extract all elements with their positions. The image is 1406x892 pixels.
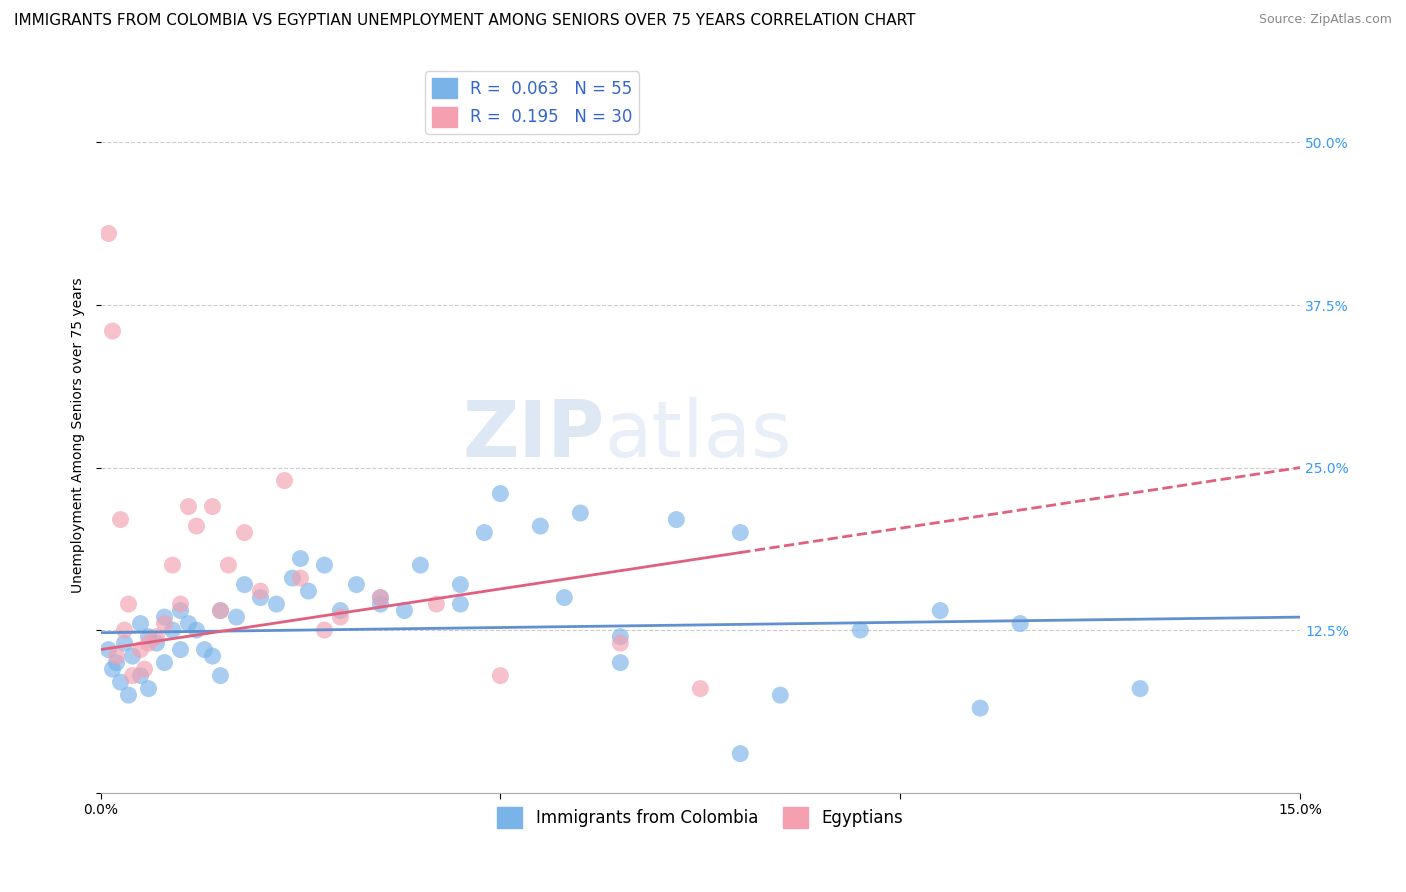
Point	[233, 577, 256, 591]
Point	[169, 597, 191, 611]
Point	[730, 525, 752, 540]
Point	[101, 324, 124, 338]
Point	[121, 668, 143, 682]
Point	[489, 668, 512, 682]
Point	[297, 584, 319, 599]
Point	[329, 604, 352, 618]
Point	[121, 649, 143, 664]
Point	[177, 500, 200, 514]
Point	[370, 597, 392, 611]
Point	[114, 623, 136, 637]
Point	[129, 642, 152, 657]
Point	[474, 525, 496, 540]
Point	[117, 688, 139, 702]
Point	[346, 577, 368, 591]
Point	[145, 636, 167, 650]
Point	[849, 623, 872, 637]
Point	[169, 604, 191, 618]
Point	[114, 636, 136, 650]
Y-axis label: Unemployment Among Seniors over 75 years: Unemployment Among Seniors over 75 years	[72, 277, 86, 593]
Point	[110, 675, 132, 690]
Point	[134, 662, 156, 676]
Point	[201, 500, 224, 514]
Point	[209, 668, 232, 682]
Point	[609, 636, 631, 650]
Point	[370, 591, 392, 605]
Point	[169, 642, 191, 657]
Point	[193, 642, 215, 657]
Point	[489, 486, 512, 500]
Point	[129, 668, 152, 682]
Point	[162, 558, 184, 573]
Point	[609, 630, 631, 644]
Point	[217, 558, 239, 573]
Point	[249, 591, 271, 605]
Point	[110, 512, 132, 526]
Point	[969, 701, 991, 715]
Point	[314, 558, 336, 573]
Point	[273, 474, 295, 488]
Point	[449, 577, 471, 591]
Point	[290, 571, 312, 585]
Point	[233, 525, 256, 540]
Point	[117, 597, 139, 611]
Point	[609, 656, 631, 670]
Point	[153, 616, 176, 631]
Point	[281, 571, 304, 585]
Point	[153, 656, 176, 670]
Text: ZIP: ZIP	[463, 397, 605, 473]
Point	[290, 551, 312, 566]
Point	[553, 591, 575, 605]
Point	[225, 610, 247, 624]
Point	[138, 636, 160, 650]
Point	[929, 604, 952, 618]
Text: atlas: atlas	[605, 397, 792, 473]
Point	[209, 604, 232, 618]
Point	[1129, 681, 1152, 696]
Point	[266, 597, 288, 611]
Point	[769, 688, 792, 702]
Point	[730, 747, 752, 761]
Point	[394, 604, 416, 618]
Point	[138, 681, 160, 696]
Point	[329, 610, 352, 624]
Point	[105, 649, 128, 664]
Point	[162, 623, 184, 637]
Point	[569, 506, 592, 520]
Text: Source: ZipAtlas.com: Source: ZipAtlas.com	[1258, 13, 1392, 27]
Point	[529, 519, 551, 533]
Point	[97, 227, 120, 241]
Point	[101, 662, 124, 676]
Point	[249, 584, 271, 599]
Legend: Immigrants from Colombia, Egyptians: Immigrants from Colombia, Egyptians	[491, 801, 910, 834]
Point	[689, 681, 711, 696]
Text: IMMIGRANTS FROM COLOMBIA VS EGYPTIAN UNEMPLOYMENT AMONG SENIORS OVER 75 YEARS CO: IMMIGRANTS FROM COLOMBIA VS EGYPTIAN UNE…	[14, 13, 915, 29]
Point	[409, 558, 432, 573]
Point	[129, 616, 152, 631]
Point	[153, 610, 176, 624]
Point	[97, 642, 120, 657]
Point	[425, 597, 447, 611]
Point	[449, 597, 471, 611]
Point	[665, 512, 688, 526]
Point	[177, 616, 200, 631]
Point	[209, 604, 232, 618]
Point	[186, 519, 208, 533]
Point	[314, 623, 336, 637]
Point	[138, 630, 160, 644]
Point	[145, 630, 167, 644]
Point	[1010, 616, 1032, 631]
Point	[186, 623, 208, 637]
Point	[201, 649, 224, 664]
Point	[105, 656, 128, 670]
Point	[370, 591, 392, 605]
